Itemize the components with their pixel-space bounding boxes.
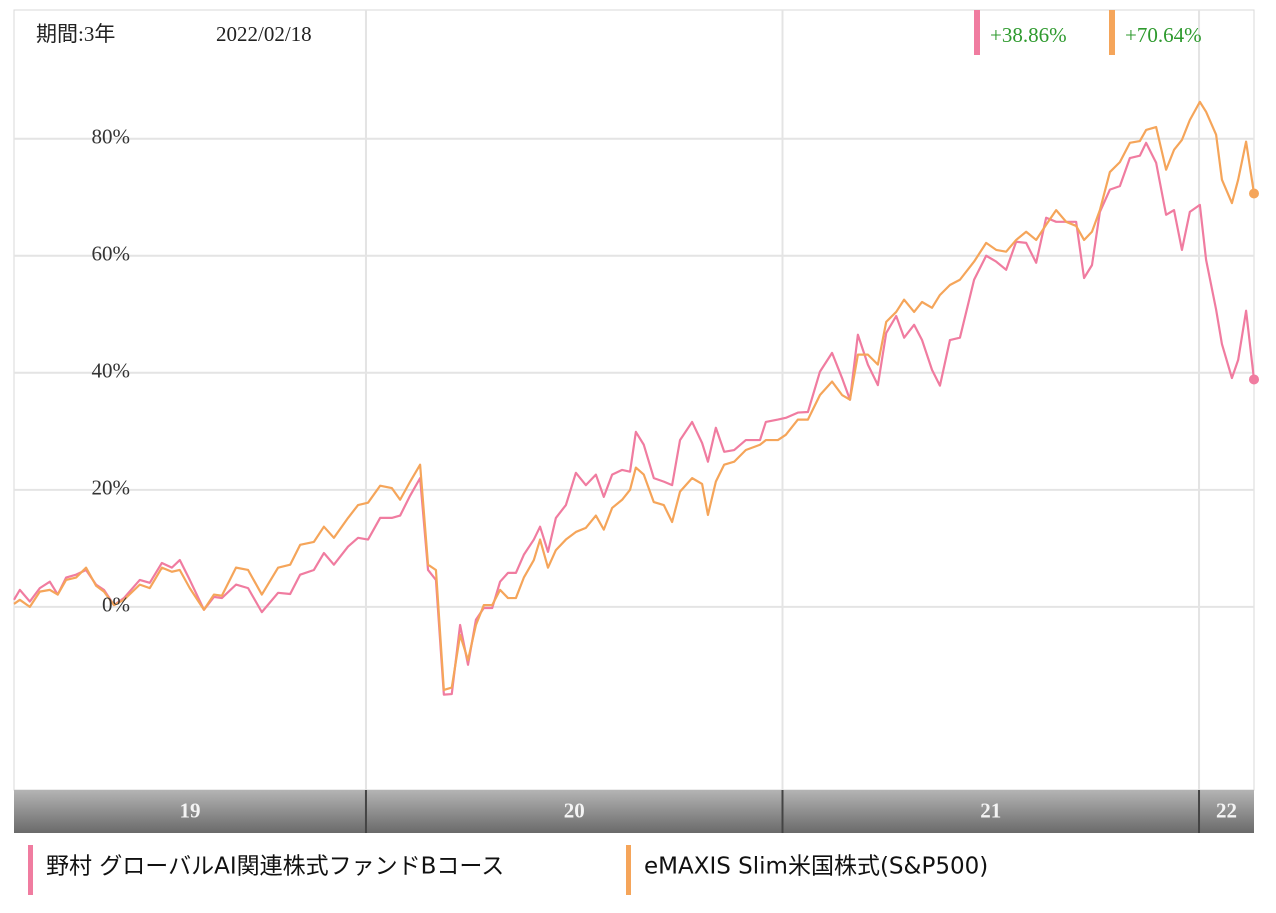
end-label: +38.86% — [990, 23, 1067, 47]
y-tick-label: 80% — [92, 125, 131, 149]
x-tick-label: 22 — [1216, 798, 1237, 822]
end-dot — [1249, 374, 1259, 385]
legend-label: 野村 グローバルAI関連株式ファンドBコース — [46, 854, 504, 880]
y-tick-label: 40% — [92, 359, 131, 383]
y-tick-label: 0% — [102, 593, 130, 617]
end-label-swatch — [974, 10, 980, 55]
series-line — [13, 100, 1256, 692]
y-tick-label: 20% — [92, 476, 131, 500]
end-label: +70.64% — [1125, 23, 1202, 47]
x-tick-label: 21 — [980, 798, 1001, 822]
date: 2022/02/18 — [216, 22, 312, 46]
period: 期間:3年 — [36, 22, 115, 46]
year-band — [14, 790, 1254, 833]
y-tick-label: 60% — [92, 242, 131, 266]
legend-swatch — [28, 845, 33, 895]
end-dot — [1249, 188, 1259, 199]
x-tick-label: 20 — [564, 798, 585, 822]
legend-label: eMAXIS Slim米国株式(S&P500) — [644, 854, 988, 880]
legend-swatch — [626, 845, 631, 895]
series-line — [13, 141, 1256, 696]
x-tick-label: 19 — [179, 798, 200, 822]
end-label-swatch — [1109, 10, 1115, 55]
plot-area — [13, 9, 1255, 791]
